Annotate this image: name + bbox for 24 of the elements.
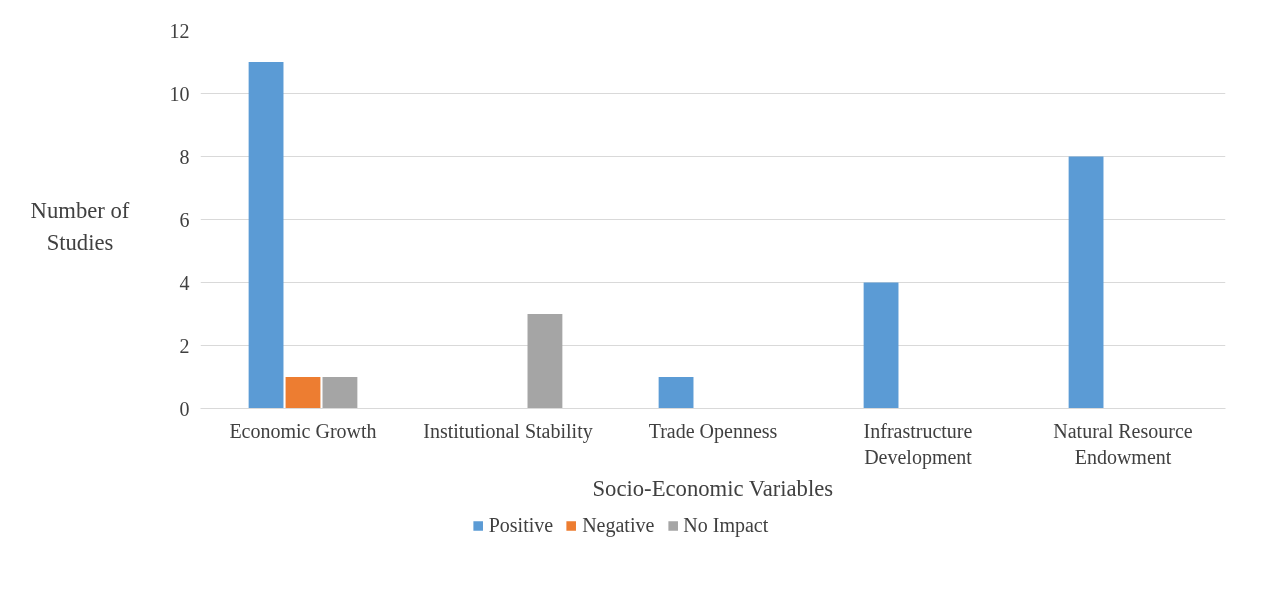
- bar: [527, 314, 563, 409]
- bar: [1068, 156, 1104, 409]
- legend-label: Positive: [488, 513, 554, 537]
- x-axis-title: Socio-Economic Variables: [592, 475, 834, 501]
- y-tick-label: 0: [179, 397, 190, 420]
- bar: [322, 377, 358, 409]
- bar: [248, 62, 284, 409]
- legend-label: Negative: [582, 513, 655, 537]
- x-tick-label: Economic Growth: [229, 419, 377, 442]
- x-tick-label: Natural Resource Endowment: [1053, 419, 1193, 468]
- bar: [863, 282, 899, 409]
- y-tick-label: 4: [179, 271, 190, 294]
- x-tick-label: Institutional Stability: [423, 419, 593, 443]
- y-tick-label: 12: [169, 19, 190, 42]
- x-tick-label: Infrastructure Development: [863, 419, 973, 469]
- y-tick-label: 10: [169, 82, 190, 105]
- x-tick-label: Trade Openness: [648, 419, 778, 443]
- y-tick-label: 6: [179, 208, 190, 231]
- y-axis-title: Number of Studies: [30, 197, 130, 258]
- legend-label: No Impact: [683, 513, 769, 537]
- y-tick-label: 8: [179, 145, 190, 168]
- bar: [658, 377, 694, 409]
- bar: [285, 377, 321, 409]
- y-tick-label: 2: [179, 334, 190, 357]
